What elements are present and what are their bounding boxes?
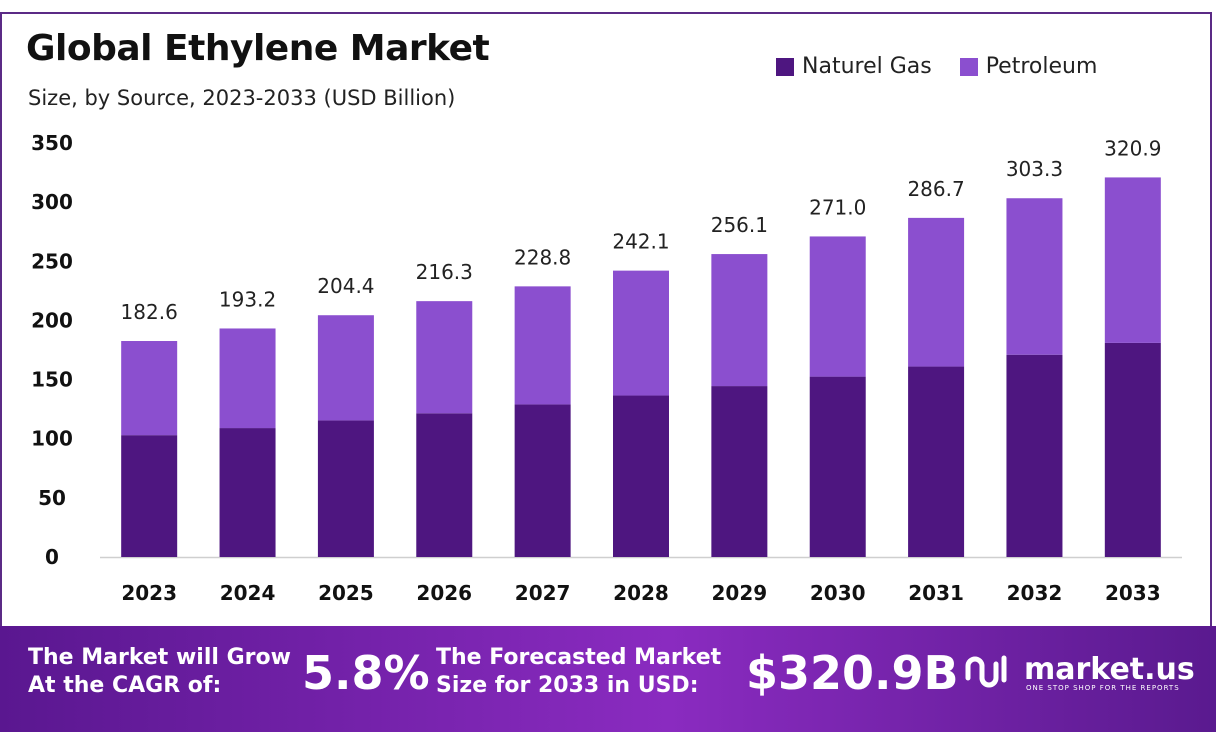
bar-naturel-gas [1104, 342, 1161, 557]
y-tick-label: 300 [31, 190, 73, 214]
bar-naturel-gas [219, 428, 276, 557]
bar-chart: 0 50 100 150 200 250 300 350 182.6 2023 193.2 2024 2… [31, 131, 1182, 605]
legend-item-petroleum: Petroleum [959, 54, 1098, 79]
summary-banner: The Market will Grow At the CAGR of: 5.8… [0, 626, 1216, 732]
data-label-total: 303.3 [1006, 157, 1063, 181]
cagr-label-line2: At the CAGR of: [28, 673, 222, 698]
x-tick-label: 2026 [416, 581, 472, 605]
bar-naturel-gas [809, 376, 866, 557]
x-tick-label: 2024 [220, 581, 276, 605]
bar-petroleum [809, 236, 866, 377]
x-tick-label: 2031 [908, 581, 964, 605]
y-tick-label: 200 [31, 308, 73, 332]
legend-item-naturel-gas: Naturel Gas [776, 54, 932, 79]
y-tick-label: 250 [31, 249, 73, 273]
x-tick-label: 2025 [318, 581, 374, 605]
bar-naturel-gas [613, 395, 669, 557]
data-label-total: 204.4 [317, 274, 374, 298]
data-label-total: 320.9 [1104, 136, 1161, 160]
y-tick-label: 50 [38, 486, 66, 510]
bar-petroleum [416, 301, 473, 414]
legend-label-naturel-gas: Naturel Gas [802, 54, 932, 79]
bar-petroleum [1104, 177, 1161, 343]
logo-tagline: ONE STOP SHOP FOR THE REPORTS [1026, 684, 1180, 692]
y-tick-label: 150 [31, 368, 73, 392]
bar-petroleum [121, 341, 178, 436]
bar-petroleum [514, 286, 571, 405]
market-us-logo-icon [965, 655, 1007, 688]
cagr-label-line1: The Market will Grow [28, 645, 291, 670]
data-label-total: 182.6 [121, 300, 178, 324]
bar-naturel-gas [317, 420, 374, 557]
legend: Naturel Gas Petroleum [776, 54, 1125, 79]
forecast-value: $320.9B [746, 646, 959, 700]
data-label-total: 286.7 [907, 177, 964, 201]
y-tick-label: 100 [31, 427, 73, 451]
forecast-label-line2: Size for 2033 in USD: [436, 673, 699, 698]
cagr-label: The Market will Grow At the CAGR of: [28, 644, 291, 700]
market-us-logo: market.us ONE STOP SHOP FOR THE REPORTS [962, 648, 1195, 692]
bar-petroleum [317, 315, 374, 421]
data-label-total: 216.3 [416, 260, 473, 284]
bar-petroleum [1006, 198, 1063, 355]
bar-naturel-gas [711, 386, 768, 557]
forecast-label-line1: The Forecasted Market [436, 645, 722, 670]
logo-name: market.us [1024, 652, 1195, 687]
bar-naturel-gas [514, 404, 571, 557]
y-tick-label: 0 [45, 545, 59, 569]
legend-swatch-naturel-gas [776, 57, 794, 76]
legend-label-petroleum: Petroleum [985, 54, 1098, 79]
data-label-total: 242.1 [612, 230, 669, 254]
x-tick-label: 2027 [515, 581, 571, 605]
x-tick-label: 2032 [1007, 581, 1063, 605]
bar-petroleum [219, 328, 276, 429]
data-label-total: 228.8 [514, 245, 571, 269]
bar-naturel-gas [908, 366, 965, 557]
data-label-total: 271.0 [809, 195, 866, 219]
data-label-total: 256.1 [711, 213, 768, 237]
forecast-label: The Forecasted Market Size for 2033 in U… [436, 644, 721, 700]
bar-naturel-gas [1006, 354, 1063, 557]
page-title: Global Ethylene Market [26, 28, 490, 69]
bar-petroleum [711, 254, 768, 387]
x-tick-label: 2023 [121, 581, 177, 605]
bar-naturel-gas [416, 413, 473, 557]
page-subtitle: Size, by Source, 2023-2033 (USD Billion) [28, 86, 456, 110]
bar-petroleum [613, 270, 669, 396]
bar-petroleum [908, 217, 965, 367]
x-tick-label: 2030 [810, 581, 866, 605]
x-tick-label: 2028 [613, 581, 669, 605]
data-label-total: 193.2 [219, 287, 276, 311]
cagr-value: 5.8% [302, 646, 430, 700]
y-tick-label: 350 [31, 131, 73, 155]
x-tick-label: 2029 [712, 581, 768, 605]
legend-swatch-petroleum [959, 57, 978, 76]
x-tick-label: 2033 [1105, 581, 1161, 605]
bar-naturel-gas [121, 435, 178, 557]
